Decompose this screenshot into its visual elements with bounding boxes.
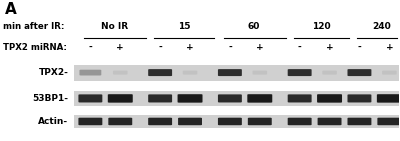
Text: 60: 60: [248, 22, 260, 31]
FancyBboxPatch shape: [348, 118, 372, 125]
FancyBboxPatch shape: [377, 94, 400, 103]
Text: min after IR:: min after IR:: [3, 22, 64, 31]
FancyBboxPatch shape: [377, 118, 400, 125]
FancyBboxPatch shape: [78, 94, 102, 103]
Text: No IR: No IR: [101, 22, 128, 31]
Text: +: +: [386, 43, 393, 52]
Bar: [74, 65, 399, 81]
FancyBboxPatch shape: [218, 69, 242, 76]
FancyBboxPatch shape: [288, 69, 312, 76]
FancyBboxPatch shape: [218, 94, 242, 103]
FancyBboxPatch shape: [148, 69, 172, 76]
Bar: [74, 115, 399, 128]
FancyBboxPatch shape: [348, 94, 372, 103]
FancyBboxPatch shape: [252, 70, 267, 75]
FancyBboxPatch shape: [317, 94, 342, 103]
Text: 53BP1-: 53BP1-: [32, 94, 68, 103]
FancyBboxPatch shape: [248, 118, 272, 125]
FancyBboxPatch shape: [288, 94, 312, 103]
Text: A: A: [5, 2, 16, 17]
FancyBboxPatch shape: [80, 70, 101, 75]
Text: -: -: [298, 43, 302, 52]
FancyBboxPatch shape: [108, 118, 132, 125]
FancyBboxPatch shape: [247, 94, 272, 103]
Text: -: -: [228, 43, 232, 52]
FancyBboxPatch shape: [218, 118, 242, 125]
Bar: [74, 91, 399, 106]
FancyBboxPatch shape: [183, 70, 197, 75]
Text: +: +: [116, 43, 124, 52]
Text: +: +: [326, 43, 333, 52]
FancyBboxPatch shape: [148, 118, 172, 125]
Text: 120: 120: [312, 22, 331, 31]
Text: TPX2-: TPX2-: [38, 68, 68, 77]
FancyBboxPatch shape: [78, 118, 102, 125]
Text: -: -: [358, 43, 361, 52]
Text: +: +: [186, 43, 194, 52]
FancyBboxPatch shape: [288, 118, 312, 125]
Text: +: +: [256, 43, 264, 52]
FancyBboxPatch shape: [318, 118, 342, 125]
Text: -: -: [158, 43, 162, 52]
FancyBboxPatch shape: [178, 118, 202, 125]
Text: 15: 15: [178, 22, 190, 31]
FancyBboxPatch shape: [148, 94, 172, 103]
Text: 240: 240: [372, 22, 391, 31]
FancyBboxPatch shape: [322, 70, 337, 75]
FancyBboxPatch shape: [178, 94, 202, 103]
FancyBboxPatch shape: [382, 70, 397, 75]
FancyBboxPatch shape: [348, 69, 372, 76]
FancyBboxPatch shape: [108, 94, 133, 103]
Text: Actin-: Actin-: [38, 117, 68, 126]
Text: TPX2 miRNA:: TPX2 miRNA:: [3, 43, 66, 52]
FancyBboxPatch shape: [113, 70, 128, 75]
Text: -: -: [88, 43, 92, 52]
